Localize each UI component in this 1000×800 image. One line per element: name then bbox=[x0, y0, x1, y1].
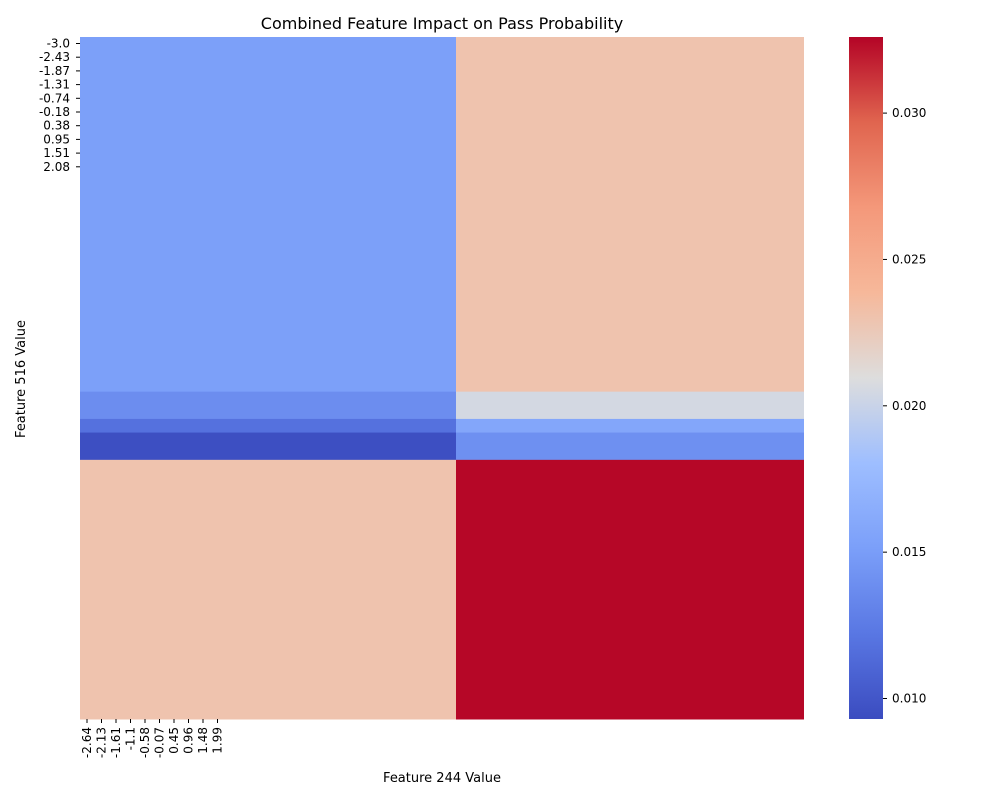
y-axis-ticks: -3.0-2.43-1.87-1.31-0.74-0.180.380.951.5… bbox=[39, 37, 80, 174]
y-tick-label: 2.08 bbox=[43, 160, 70, 174]
x-tick-label: -2.64 bbox=[80, 727, 94, 758]
x-tick-label: 0.96 bbox=[182, 727, 196, 754]
heatmap-cell-right-0 bbox=[456, 37, 804, 393]
chart-title: Combined Feature Impact on Pass Probabil… bbox=[261, 14, 623, 33]
heatmap-cell-right-4 bbox=[456, 459, 804, 720]
x-axis-label: Feature 244 Value bbox=[383, 771, 501, 786]
heatmap-cell-left-2 bbox=[80, 418, 456, 434]
y-tick-label: -3.0 bbox=[47, 37, 70, 51]
x-tick-label: -0.58 bbox=[138, 727, 152, 758]
y-tick-label: -0.74 bbox=[39, 91, 70, 105]
heatmap-cell-right-1 bbox=[456, 391, 804, 420]
x-tick-label: 0.45 bbox=[167, 727, 181, 754]
colorbar-tick-label: 0.015 bbox=[892, 545, 926, 559]
y-tick-label: -1.31 bbox=[39, 78, 70, 92]
x-axis-ticks: -2.64 -2.13 -1.61 -1.1 -0.58 -0.07 0.45 0.96 1.4… bbox=[80, 719, 225, 758]
heatmap-cell-left-1 bbox=[80, 391, 456, 420]
heatmap-cell-left-3 bbox=[80, 432, 456, 461]
colorbar bbox=[849, 37, 883, 719]
colorbar-tick-label: 0.030 bbox=[892, 106, 926, 120]
y-tick-label: 0.95 bbox=[43, 132, 70, 146]
y-tick-label: 0.38 bbox=[43, 119, 70, 133]
colorbar-ticks: 0.010 0.015 0.020 0.025 0.030 bbox=[883, 106, 926, 706]
x-tick-label: -1.1 bbox=[124, 727, 138, 750]
heatmap-cell-left-4 bbox=[80, 459, 456, 720]
x-tick-label: -0.07 bbox=[153, 727, 167, 758]
y-tick-label: 1.51 bbox=[43, 146, 70, 160]
y-tick-label: -1.87 bbox=[39, 64, 70, 78]
x-tick-label: -2.13 bbox=[95, 727, 109, 758]
heatmap-cells bbox=[80, 37, 804, 720]
heatmap-cell-right-3 bbox=[456, 432, 804, 461]
colorbar-tick-label: 0.020 bbox=[892, 399, 926, 413]
y-axis-label: Feature 516 Value bbox=[14, 320, 29, 438]
x-tick-label: -1.61 bbox=[109, 727, 123, 758]
colorbar-tick-label: 0.025 bbox=[892, 252, 926, 266]
x-tick-label: 1.48 bbox=[196, 727, 210, 754]
heatmap-cell-right-2 bbox=[456, 418, 804, 434]
y-tick-label: -0.18 bbox=[39, 105, 70, 119]
x-tick-label: 1.99 bbox=[211, 727, 225, 754]
colorbar-tick-label: 0.010 bbox=[892, 692, 926, 706]
heatmap-cell-left-0 bbox=[80, 37, 456, 393]
y-tick-label: -2.43 bbox=[39, 50, 70, 64]
